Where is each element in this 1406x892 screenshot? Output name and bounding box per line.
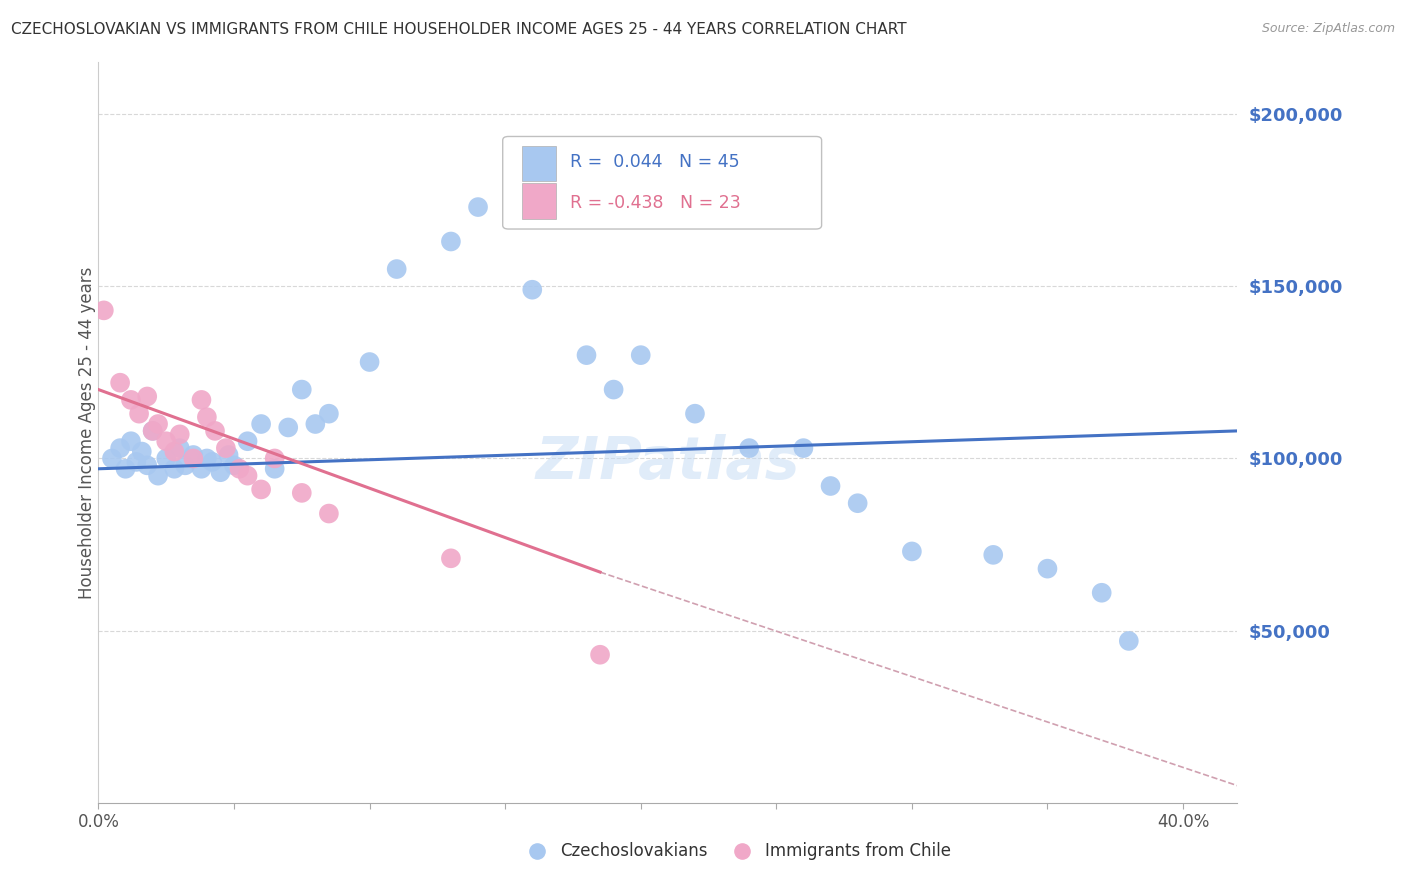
- Point: [215, 441, 238, 455]
- Point: [108, 376, 131, 390]
- Point: [195, 451, 218, 466]
- Point: [263, 462, 285, 476]
- Text: Czechoslovakians: Czechoslovakians: [560, 842, 707, 860]
- Point: [125, 455, 148, 469]
- Text: Immigrants from Chile: Immigrants from Chile: [765, 842, 950, 860]
- Point: [228, 462, 250, 476]
- Point: [204, 424, 226, 438]
- Point: [201, 455, 224, 469]
- Point: [1132, 796, 1154, 810]
- Point: [163, 444, 186, 458]
- Point: [236, 468, 259, 483]
- Point: [1036, 561, 1059, 575]
- Point: [146, 417, 169, 431]
- Point: [131, 444, 153, 458]
- Text: Source: ZipAtlas.com: Source: ZipAtlas.com: [1261, 22, 1395, 36]
- Text: ZIPatlas: ZIPatlas: [536, 434, 800, 491]
- Point: [522, 283, 544, 297]
- Point: [318, 507, 340, 521]
- Point: [136, 389, 159, 403]
- Point: [440, 551, 463, 566]
- Point: [901, 544, 924, 558]
- Point: [291, 486, 314, 500]
- Point: [183, 448, 205, 462]
- Point: [146, 468, 169, 483]
- Point: [218, 448, 240, 462]
- Point: [114, 462, 136, 476]
- Point: [155, 451, 177, 466]
- Point: [792, 441, 814, 455]
- Point: [142, 424, 165, 438]
- Point: [195, 410, 218, 425]
- Point: [250, 483, 273, 497]
- Point: [142, 424, 165, 438]
- Point: [209, 465, 232, 479]
- Point: [440, 235, 463, 249]
- Point: [128, 407, 150, 421]
- Point: [120, 392, 142, 407]
- Text: R = -0.438   N = 23: R = -0.438 N = 23: [569, 194, 741, 212]
- Point: [467, 200, 489, 214]
- Y-axis label: Householder Income Ages 25 - 44 years: Householder Income Ages 25 - 44 years: [79, 267, 96, 599]
- Point: [683, 407, 706, 421]
- Point: [738, 441, 761, 455]
- Point: [236, 434, 259, 449]
- Point: [222, 458, 245, 473]
- Point: [981, 548, 1004, 562]
- Point: [1091, 586, 1114, 600]
- Point: [1118, 634, 1140, 648]
- Point: [190, 392, 212, 407]
- Text: CZECHOSLOVAKIAN VS IMMIGRANTS FROM CHILE HOUSEHOLDER INCOME AGES 25 - 44 YEARS C: CZECHOSLOVAKIAN VS IMMIGRANTS FROM CHILE…: [11, 22, 907, 37]
- Point: [136, 458, 159, 473]
- Point: [820, 479, 842, 493]
- Point: [190, 462, 212, 476]
- Point: [155, 434, 177, 449]
- Point: [277, 420, 299, 434]
- Point: [93, 303, 115, 318]
- Point: [163, 462, 186, 476]
- Point: [385, 262, 408, 277]
- Point: [108, 441, 131, 455]
- Point: [291, 383, 314, 397]
- FancyBboxPatch shape: [503, 136, 821, 229]
- Point: [101, 451, 124, 466]
- Bar: [522, 183, 557, 219]
- Point: [575, 348, 598, 362]
- Point: [846, 496, 869, 510]
- Point: [183, 451, 205, 466]
- Bar: [522, 145, 557, 181]
- Text: R =  0.044   N = 45: R = 0.044 N = 45: [569, 153, 740, 171]
- Point: [602, 383, 624, 397]
- Point: [174, 458, 197, 473]
- Point: [263, 451, 285, 466]
- Point: [169, 427, 191, 442]
- Point: [120, 434, 142, 449]
- Point: [630, 348, 652, 362]
- Point: [589, 648, 612, 662]
- Point: [318, 407, 340, 421]
- Point: [169, 441, 191, 455]
- Point: [304, 417, 326, 431]
- Point: [359, 355, 381, 369]
- Point: [250, 417, 273, 431]
